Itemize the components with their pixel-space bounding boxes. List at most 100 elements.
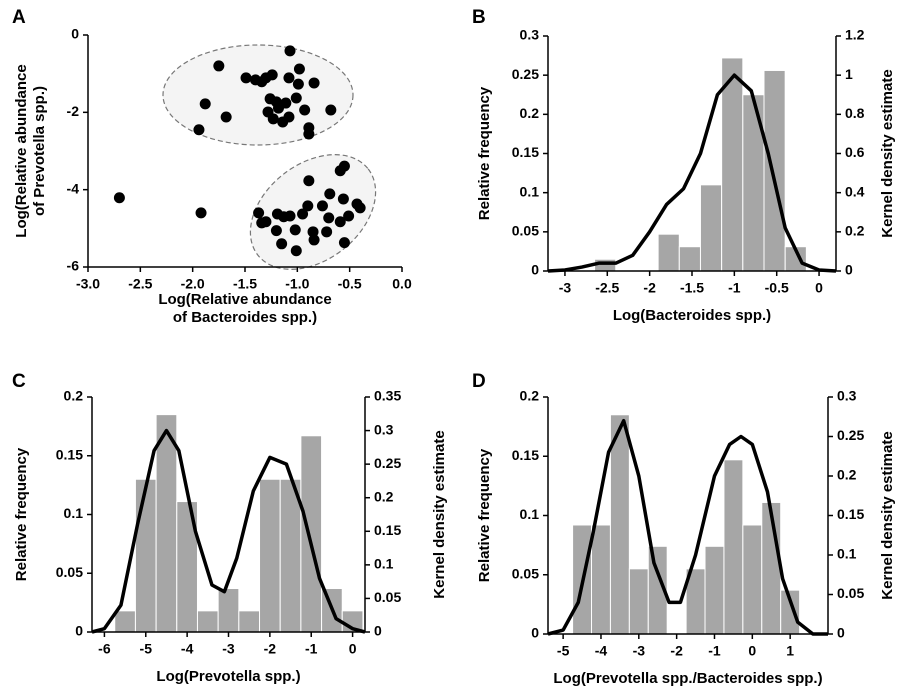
scatter-point (316, 200, 328, 212)
scatter-point (199, 98, 211, 110)
y-tick-label: 0.1 (520, 183, 540, 199)
y-tick-label: 0.25 (512, 66, 539, 82)
scatter-point (343, 210, 355, 222)
kde-line (547, 418, 828, 636)
y-tick-label: -4 (67, 180, 80, 196)
scatter-point (289, 224, 301, 236)
y2-tick-label: 1 (845, 66, 853, 82)
scatter-point (290, 92, 302, 104)
x-tick-label: -1.5 (680, 280, 704, 296)
scatter-point (324, 188, 336, 200)
panel-label: A (12, 7, 26, 28)
x-tick-label: 0 (748, 643, 756, 659)
x-tick-label: -2 (670, 643, 683, 659)
x-tick-label: -2 (643, 280, 656, 296)
histogram-bar (114, 610, 136, 633)
scatter-point (276, 238, 288, 250)
scatter-point (292, 78, 304, 90)
y-tick-label: 0.2 (520, 105, 540, 121)
scatter-point (293, 63, 305, 75)
scatter-point (299, 104, 311, 116)
x-tick-label: -2.5 (128, 276, 152, 292)
histogram-bar (723, 459, 744, 635)
y-tick-label: 0.15 (56, 446, 83, 462)
y-tick-label: 0 (531, 625, 539, 641)
scatter-point (323, 212, 335, 224)
y2-tick-label: 0.15 (837, 506, 864, 522)
scatter-point (290, 245, 302, 257)
kde-line (91, 428, 366, 634)
y-tick-label: 0 (531, 262, 539, 278)
scatter-point (354, 202, 366, 214)
scatter-point (337, 193, 349, 205)
x-tick-label: -2 (264, 641, 277, 657)
y2-tick-label: 0 (374, 623, 382, 639)
y-tick-label: -2 (67, 103, 80, 119)
y-tick-label: 0.05 (512, 223, 539, 239)
scatter-point (283, 72, 295, 84)
scatter-point (321, 226, 333, 238)
x-tick-label: -0.5 (338, 276, 362, 292)
cluster-outline (162, 44, 354, 146)
y-tick-label: 0.05 (56, 564, 83, 580)
histogram-bar (591, 524, 611, 635)
y2-tick-label: 0.3 (374, 421, 394, 437)
x-tick-label: -1 (728, 280, 741, 296)
scatter-point (267, 113, 279, 125)
x-tick-label: 1 (786, 643, 794, 659)
y-tick-label: 0.15 (512, 144, 539, 160)
y2-tick-label: 0.25 (837, 427, 864, 443)
scatter-point (334, 165, 346, 177)
y2-tick-label: 0.3 (837, 388, 857, 404)
y2-tick-label: 0.2 (374, 488, 394, 504)
panel-label: C (12, 371, 26, 392)
y2-tick-label: 0 (845, 262, 853, 278)
x-tick-label: -5 (140, 641, 153, 657)
y-tick-label: 0.15 (512, 447, 539, 463)
y2-tick-label: 0.2 (845, 223, 865, 239)
scatter-point (271, 208, 283, 220)
y-tick-label: 0.1 (64, 505, 84, 521)
histogram-bar (609, 414, 630, 635)
scatter-point (270, 225, 282, 237)
histogram-bar (763, 69, 786, 272)
x-tick-label: 0 (815, 280, 823, 296)
x-axis-title: Log(Relative abundance (158, 291, 331, 308)
scatter-point (193, 124, 205, 136)
y2-tick-label: 0.2 (837, 467, 857, 483)
x-tick-label: -3 (633, 643, 646, 659)
x-tick-label: -1.0 (285, 276, 309, 292)
x-tick-label: 0 (349, 641, 357, 657)
x-tick-label: -5 (557, 643, 570, 659)
histogram-bar (300, 435, 323, 633)
y2-tick-label: 0.05 (837, 585, 864, 601)
scatter-point (284, 210, 296, 222)
y-axis-title: Relative frequency (13, 447, 30, 581)
histogram-bar (678, 246, 701, 272)
histogram-bar (217, 588, 240, 633)
y-tick-label: 0.05 (512, 565, 539, 581)
y-tick-label: 0 (75, 623, 83, 639)
histogram-bar (704, 545, 725, 635)
y2-tick-label: 0.1 (374, 556, 394, 572)
kde-line (547, 73, 837, 273)
y-tick-label: -6 (67, 258, 80, 274)
histogram-bar (628, 568, 649, 635)
x-tick-label: -3 (559, 280, 572, 296)
y2-axis-title: Kernel density estimate (879, 69, 896, 237)
x-tick-label: -2.0 (181, 276, 205, 292)
y2-tick-label: 0.6 (845, 144, 865, 160)
x-tick-label: -2.5 (595, 280, 619, 296)
x-axis-title: of Bacteroides spp.) (173, 309, 317, 326)
histogram-bar (196, 610, 219, 633)
x-tick-label: -4 (595, 643, 608, 659)
y-tick-label: 0.2 (520, 388, 540, 404)
x-tick-label: -3 (222, 641, 235, 657)
scatter-point (284, 45, 296, 57)
scatter-point (303, 128, 315, 140)
scatter-point (307, 226, 319, 238)
scatter-point (220, 111, 232, 123)
scatter-point (297, 208, 309, 220)
scatter-point (253, 207, 265, 219)
